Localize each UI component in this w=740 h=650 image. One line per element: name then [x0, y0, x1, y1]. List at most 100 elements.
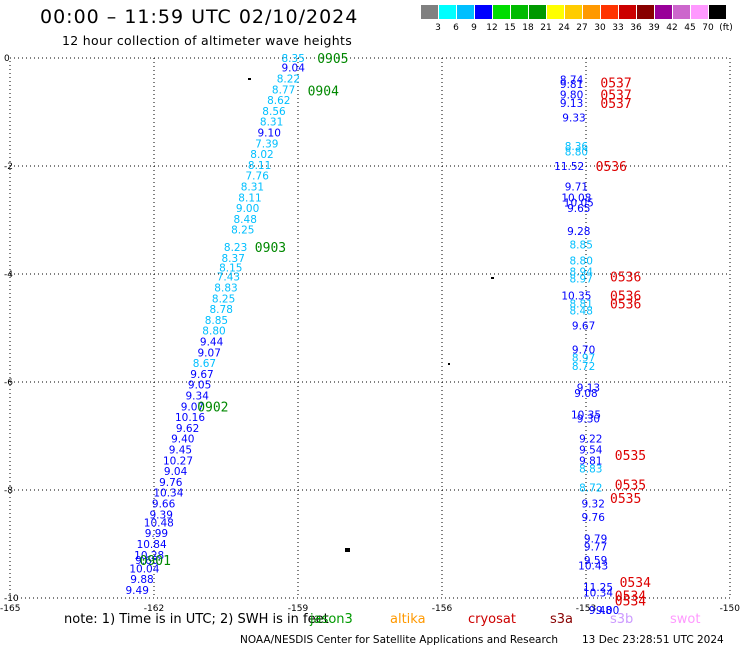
legend-label: 42	[666, 23, 678, 33]
swh-value: 9.67	[572, 320, 595, 332]
swh-value: 9.04	[282, 63, 306, 75]
wave-height-values: 8.359.048.228.778.628.568.319.107.398.02…	[126, 53, 620, 617]
pass-label: 0534	[615, 595, 646, 610]
swh-value: 10.35	[561, 291, 591, 303]
lon-tick-label: -156	[432, 604, 453, 614]
swh-value: 9.63	[135, 555, 158, 567]
pass-label: 0536	[610, 271, 641, 286]
swh-value: 9.59	[584, 555, 607, 567]
legend-swatch	[547, 5, 564, 19]
swh-value: 8.37	[222, 253, 245, 265]
swh-value: 10.28	[134, 550, 164, 562]
swh-value: 10.05	[564, 198, 594, 210]
legend-swatch	[457, 5, 474, 19]
swh-value: 8.94	[570, 266, 594, 278]
swh-value: 8.48	[570, 306, 593, 318]
swh-value: 8.15	[219, 263, 242, 275]
swh-value: 9.13	[560, 98, 583, 110]
legend-swatch	[565, 5, 582, 19]
axis-tick-labels: -165 -162 -159 -156 -153 -150 0 -2 -4 -6 -8 -10	[0, 54, 740, 614]
swh-value: 10.35	[571, 409, 601, 421]
swh-value: 9.99	[145, 528, 168, 540]
lat-tick-label: -2	[4, 162, 13, 172]
swh-value: 11.52	[554, 161, 584, 173]
swh-value: 8.35	[282, 53, 305, 65]
swh-value: 9.05	[188, 380, 211, 392]
swh-value: 9.76	[159, 477, 183, 489]
swh-value: 9.28	[567, 226, 590, 238]
pass-label: 0534	[620, 576, 651, 591]
swh-value: 9.07	[198, 347, 221, 359]
swh-value: 9.07	[181, 401, 204, 413]
swh-value: 8.80	[565, 146, 588, 158]
swh-value: 8.78	[210, 304, 233, 316]
island-marker	[448, 363, 450, 365]
satellite-name: altika	[390, 612, 426, 627]
satellite-name: swot	[670, 612, 701, 627]
lat-tick-label: -8	[4, 486, 13, 496]
legend-label: 15	[504, 23, 516, 33]
swh-value: 9.62	[176, 423, 199, 435]
island-markers	[248, 78, 494, 552]
legend-swatch	[637, 5, 654, 19]
legend-swatch	[421, 5, 438, 19]
legend-swatch	[673, 5, 690, 19]
legend-swatch	[529, 5, 546, 19]
swh-value: 11.25	[583, 582, 613, 594]
legend-swatch	[439, 5, 456, 19]
satellite-name: jason3	[310, 612, 353, 627]
swh-value: 9.10	[258, 128, 281, 140]
swh-value: 8.83	[579, 463, 602, 475]
lon-tick-label: -162	[144, 604, 164, 614]
swh-value: 8.62	[267, 95, 290, 107]
pass-label: 0534	[615, 589, 646, 604]
swh-value: 7.39	[255, 138, 278, 150]
legend-label: 18	[522, 23, 534, 33]
legend-label: 12	[486, 23, 498, 33]
swh-value: 10.43	[578, 561, 608, 573]
swh-value: 9.08	[574, 388, 597, 400]
swh-value: 9.13	[577, 382, 600, 394]
pass-label: 0901	[140, 554, 171, 569]
swh-value: 8.11	[248, 160, 271, 172]
swh-value: 8.23	[224, 242, 247, 254]
swh-value: 8.85	[205, 315, 228, 327]
swh-value: 8.25	[231, 225, 254, 237]
pass-label: 0536	[610, 298, 641, 313]
swh-value: 8.67	[193, 358, 216, 370]
swh-value: 8.72	[572, 361, 595, 373]
swh-value: 9.54	[579, 445, 603, 457]
swh-value: 9.80	[560, 90, 583, 102]
legend-label: 24	[558, 23, 570, 33]
swh-value: 8.72	[579, 482, 602, 494]
legend-swatch	[493, 5, 510, 19]
swh-value: 10.34	[153, 488, 183, 500]
swh-value: 10.48	[144, 517, 174, 529]
swh-value: 7.43	[217, 272, 240, 284]
swh-value: 8.74	[560, 75, 584, 87]
generated-timestamp: 13 Dec 23:28:51 UTC 2024	[582, 634, 724, 646]
legend-label: 21	[540, 23, 552, 33]
pass-label: 0537	[600, 76, 631, 91]
footer-note: note: 1) Time is in UTC; 2) SWH is in fe…	[64, 612, 329, 627]
page-title: 00:00 – 11:59 UTC 02/10/2024	[40, 6, 359, 28]
swh-value: 10.04	[129, 563, 159, 575]
swh-value: 8.11	[238, 192, 261, 204]
swh-value: 9.48	[589, 605, 612, 617]
pass-label: 0537	[600, 89, 631, 104]
legend-label: 39	[648, 23, 660, 33]
island-marker	[248, 78, 251, 80]
swh-value: 8.56	[262, 106, 286, 118]
island-marker	[345, 548, 350, 552]
legend-swatch	[619, 5, 636, 19]
satellite-name: s3b	[610, 612, 634, 627]
legend-swatch	[709, 5, 726, 19]
legend-swatch	[475, 5, 492, 19]
legend-swatch	[691, 5, 708, 19]
legend-swatch	[583, 5, 600, 19]
legend-label: 9	[471, 23, 477, 33]
swh-value: 9.40	[171, 434, 194, 446]
swh-value: 8.80	[570, 256, 593, 268]
swh-value: 9.71	[565, 182, 588, 194]
satellite-name: s3a	[550, 612, 574, 627]
